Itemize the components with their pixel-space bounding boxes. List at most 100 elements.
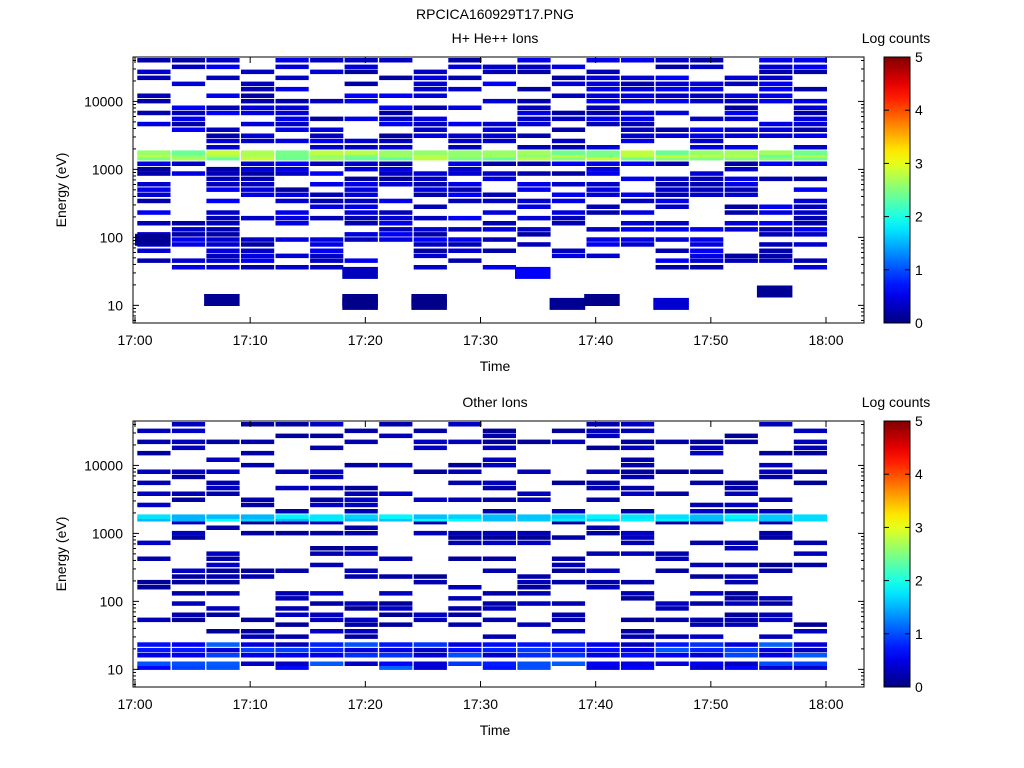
heatmap-cell: [655, 617, 689, 623]
heatmap-cell: [206, 562, 240, 568]
heatmap-cell: [448, 606, 482, 611]
heatmap-cell: [551, 248, 586, 253]
heatmap-cell: [171, 58, 206, 63]
heatmap-cell: [482, 210, 516, 215]
heatmap-cell: [724, 509, 758, 514]
heatmap-cell: [310, 551, 344, 556]
heatmap-cell: [413, 517, 447, 522]
heatmap-cell: [759, 204, 793, 209]
x-tick-label: 18:00: [808, 332, 843, 348]
heatmap-cell: [310, 653, 344, 658]
colorbar-2-label: Log counts: [862, 394, 931, 410]
heatmap-cell: [621, 161, 655, 166]
heatmap-cell: [586, 253, 620, 259]
heatmap-cell: [171, 517, 206, 522]
heatmap-cell: [379, 647, 413, 653]
heatmap-cell: [586, 642, 620, 647]
heatmap-cell: [171, 617, 206, 623]
heatmap-cell: [482, 540, 516, 546]
heatmap-cell: [241, 248, 275, 253]
heatmap-cell: [379, 133, 413, 138]
x-tick-label: 17:10: [233, 696, 268, 712]
heatmap-cell: [448, 187, 482, 192]
heatmap-cell: [724, 210, 758, 215]
x-tick-label: 17:10: [233, 332, 268, 348]
heatmap-cell: [275, 150, 309, 155]
heatmap-cell: [793, 258, 827, 263]
heatmap-cell: [621, 647, 655, 653]
heatmap-cell: [275, 422, 309, 427]
heatmap-cell: [413, 469, 447, 474]
heatmap-cell: [551, 127, 586, 132]
heatmap-cell: [586, 647, 620, 653]
heatmap-cell: [724, 491, 758, 496]
heatmap-cell: [759, 469, 793, 474]
heatmap-cell: [517, 574, 551, 579]
heatmap-cell: [690, 519, 724, 525]
heatmap-cell: [690, 617, 724, 623]
heatmap-cell: [379, 121, 413, 127]
colorbar-tick-label: 5: [915, 413, 923, 429]
heatmap-cell: [482, 480, 516, 486]
heatmap-cell: [137, 579, 171, 585]
heatmap-cell: [344, 153, 378, 158]
heatmap-cell: [551, 579, 586, 585]
heatmap-cell: [517, 601, 551, 606]
heatmap-cell: [586, 121, 620, 127]
heatmap-cell: [793, 514, 827, 519]
heatmap-cell: [621, 491, 655, 496]
heatmap-cell: [482, 248, 516, 253]
heatmap-cell: [517, 661, 551, 666]
heatmap-cell: [137, 585, 171, 590]
heatmap-cell: [413, 227, 447, 232]
heatmap-cell: [690, 155, 724, 161]
heatmap-cell: [275, 530, 309, 536]
heatmap-cell: [275, 622, 309, 627]
heatmap-cell: [206, 133, 240, 138]
heatmap-cell: [344, 204, 378, 209]
heatmap-cell: [379, 661, 413, 666]
heatmap-cell: [759, 535, 793, 540]
heatmap-cell: [137, 661, 171, 666]
heatmap-cell: [655, 192, 689, 197]
heatmap-cell: [655, 155, 689, 161]
heatmap-cell: [206, 629, 240, 634]
panel-hplus: H+ He++ Ions 17:00 17:10 17:20 17:30 17:40 17…: [53, 30, 930, 374]
heatmap-cell: [344, 93, 378, 98]
heatmap-cell: [621, 517, 655, 522]
heatmap-cell: [759, 450, 793, 456]
heatmap-cell: [759, 509, 793, 514]
heatmap-cell: [621, 121, 655, 127]
heatmap-cell: [690, 182, 724, 187]
heatmap-cell: [379, 182, 413, 187]
heatmap-cell: [171, 474, 206, 480]
heatmap-cell: [310, 161, 344, 166]
heatmap-cell: [310, 617, 344, 623]
heatmap-cell: [206, 155, 240, 161]
heatmap-cell: [655, 647, 689, 653]
heatmap-cell: [413, 530, 447, 536]
heatmap-cell: [551, 210, 586, 215]
heatmap-cell: [241, 242, 275, 247]
heatmap-cell: [344, 98, 378, 104]
heatmap-cell: [724, 540, 758, 546]
heatmap-cell: [793, 98, 827, 104]
heatmap-cell: [793, 227, 827, 232]
y-tick-label: 1000: [92, 525, 123, 541]
heatmap-cell: [137, 192, 171, 197]
heatmap-cell: [759, 227, 793, 232]
heatmap-cell: [413, 155, 447, 161]
heatmap-cell: [379, 105, 413, 110]
heatmap-cell: [310, 517, 344, 522]
heatmap-cell: [137, 647, 171, 653]
heatmap-cell: [586, 161, 620, 166]
heatmap-cell: [379, 161, 413, 166]
heatmap-cell: [241, 253, 275, 259]
heatmap-cell: [241, 497, 275, 502]
heatmap-cell: [171, 497, 206, 502]
heatmap-cell: [586, 153, 620, 158]
heatmap-cell: [793, 155, 827, 161]
heatmap-cell: [171, 642, 206, 647]
heatmap-cell: [344, 502, 378, 508]
heatmap-cell: [551, 617, 586, 623]
